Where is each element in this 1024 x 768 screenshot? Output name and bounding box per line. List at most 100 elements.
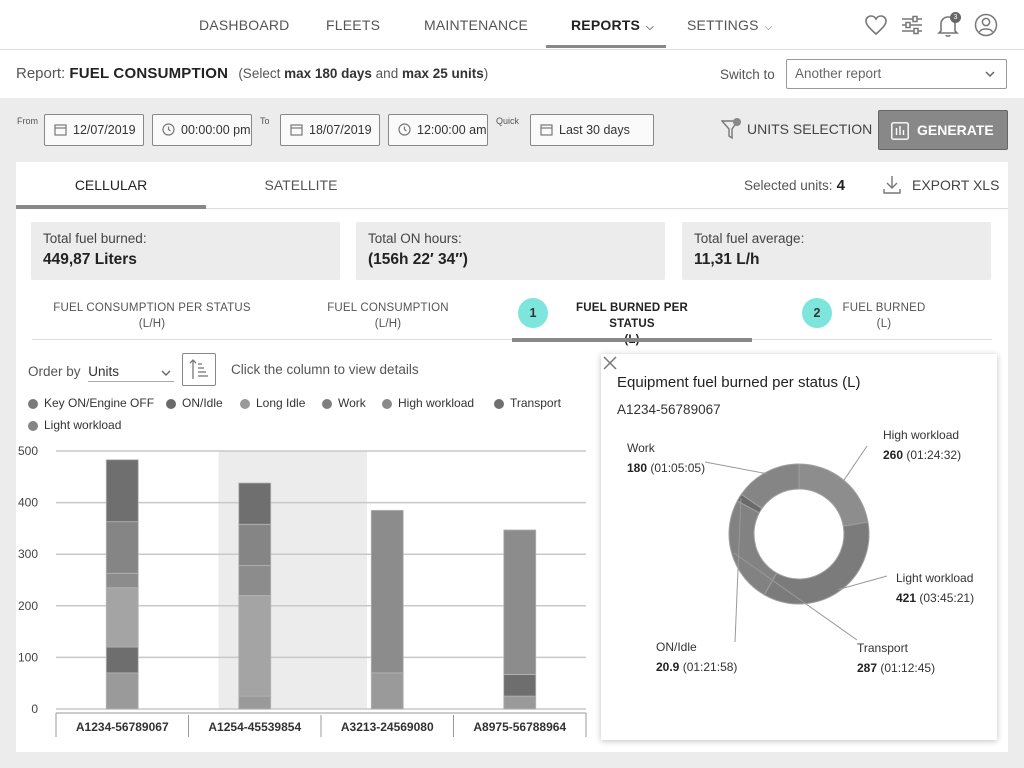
bar-segment[interactable]	[370, 509, 404, 674]
donut-slice	[763, 521, 870, 605]
legend-label: ON/Idle	[182, 396, 223, 410]
selected-units-count: 4	[836, 177, 845, 194]
legend-swatch	[240, 399, 250, 409]
bar-segment[interactable]	[105, 587, 139, 648]
legend-label: Transport	[510, 396, 561, 410]
tab-divider	[16, 208, 1008, 209]
bar-segment[interactable]	[370, 672, 404, 710]
bar-segment[interactable]	[105, 672, 139, 710]
bell-icon[interactable]	[935, 12, 961, 38]
legend-swatch	[28, 399, 38, 409]
bar-segment[interactable]	[238, 695, 272, 710]
stat-total-fuel-average: Total fuel average: 11,31 L/h	[682, 222, 991, 280]
bar-segment[interactable]	[503, 695, 537, 710]
y-tick-label: 400	[18, 496, 38, 510]
close-icon[interactable]	[601, 354, 619, 372]
legend-swatch	[382, 399, 392, 409]
bar-segment[interactable]	[105, 572, 139, 589]
order-by-select[interactable]: Units	[88, 364, 175, 382]
from-time-value: 00:00:00 pm	[181, 123, 251, 137]
tab-satellite[interactable]: SATELLITE	[264, 177, 338, 193]
annotation-value: 287 (01:12:45)	[857, 658, 935, 678]
bar-segment[interactable]	[238, 565, 272, 596]
donut-slice	[798, 463, 869, 527]
from-label: From	[17, 116, 38, 126]
export-label: EXPORT XLS	[912, 177, 1000, 193]
stacked-bar-chart: 0 100 200 300 400 500 A1234-56789067 A1254-4553…	[18, 444, 587, 737]
legend-item: Work	[322, 396, 366, 410]
bar-segment[interactable]	[503, 529, 537, 675]
switch-report-select[interactable]: Another report	[786, 59, 1007, 89]
donut-chart	[704, 445, 888, 643]
chevron-down-icon	[161, 370, 171, 376]
step-badge: 1	[518, 298, 548, 328]
annotation-amount: 20.9	[656, 660, 680, 674]
stat-value: 449,87 Liters	[43, 251, 137, 268]
annotation-label: High workload	[883, 428, 960, 442]
step-badge: 2	[802, 298, 832, 328]
chevron-down-icon	[985, 71, 995, 78]
clock-icon	[398, 123, 411, 136]
donut-annotation: High workload 260 (01:24:32)	[883, 425, 961, 465]
legend-label: High workload	[398, 396, 475, 410]
report-limits-note: (Select max 180 days and max 25 units)	[238, 66, 488, 81]
from-time-field[interactable]: 00:00:00 pm	[152, 114, 252, 146]
leader-line	[837, 575, 888, 591]
top-navigation: DASHBOARD FLEETS MAINTENANCE REPORTS ⌵ SE…	[0, 0, 1024, 50]
annotation-amount: 421	[896, 591, 917, 605]
subtab-title: FUEL CONSUMPTION PER STATUS	[53, 302, 251, 314]
donut-annotation: Light workload 421 (03:45:21)	[896, 568, 974, 608]
bar-segment[interactable]	[105, 521, 139, 574]
to-date-field[interactable]: 18/07/2019	[280, 114, 380, 146]
nav-settings[interactable]: SETTINGS ⌵	[687, 0, 772, 50]
bar-segment[interactable]	[238, 595, 272, 697]
stat-value: 11,31 L/h	[694, 251, 760, 268]
subtab-unit: (L/H)	[138, 318, 166, 330]
donut-annotation: ON/Idle 20.9 (01:21:58)	[656, 637, 737, 677]
legend-item: ON/Idle	[166, 396, 223, 410]
active-tab-indicator	[16, 205, 206, 209]
user-icon[interactable]	[973, 12, 999, 38]
export-xls-button[interactable]: EXPORT XLS	[882, 176, 1000, 194]
sort-button[interactable]	[182, 353, 216, 386]
nav-reports[interactable]: REPORTS ⌵	[571, 0, 654, 50]
bar-segment[interactable]	[105, 646, 139, 674]
nav-reports-label: REPORTS	[571, 17, 641, 33]
legend-label: Work	[338, 396, 366, 410]
subtab-fuel-burned[interactable]: FUEL BURNED (L)	[834, 300, 934, 332]
x-tick-label: A1254-45539854	[208, 720, 301, 734]
bar-segment[interactable]	[105, 459, 139, 523]
to-time-field[interactable]: 12:00:00 am	[388, 114, 488, 146]
donut-annotation: Work 180 (01:05:05)	[627, 438, 705, 478]
subtab-fuel-consumption[interactable]: FUEL CONSUMPTION (L/H)	[316, 300, 460, 332]
legend-swatch	[166, 399, 176, 409]
quick-label: Quick	[496, 116, 520, 126]
quick-range-field[interactable]: Last 30 days	[530, 114, 654, 146]
nav-maintenance[interactable]: MAINTENANCE	[424, 17, 529, 33]
nav-fleets[interactable]: FLEETS	[326, 17, 381, 33]
subtab-fuel-consumption-per-status[interactable]: FUEL CONSUMPTION PER STATUS (L/H)	[46, 300, 258, 332]
selected-units-label: Selected units:	[744, 178, 833, 193]
calendar-icon	[290, 124, 303, 136]
sliders-icon[interactable]	[899, 12, 925, 38]
selected-units: Selected units: 4	[744, 177, 845, 194]
subtab-title: FUEL CONSUMPTION	[327, 302, 449, 314]
nav-dashboard[interactable]: DASHBOARD	[199, 17, 290, 33]
generate-button[interactable]: GENERATE	[878, 110, 1008, 150]
tab-cellular[interactable]: CELLULAR	[74, 177, 148, 193]
heart-icon[interactable]	[863, 12, 889, 38]
stat-value: (156h 22′ 34″)	[368, 251, 468, 268]
bar-segment[interactable]	[238, 523, 272, 566]
note-units: max 25 units	[401, 66, 484, 81]
from-date-field[interactable]: 12/07/2019	[44, 114, 144, 146]
subtab-unit: (L)	[876, 318, 892, 330]
y-tick-label: 200	[18, 599, 38, 613]
order-by-value: Units	[88, 364, 120, 379]
units-selection-button[interactable]: UNITS SELECTION	[721, 117, 872, 141]
switch-report-value: Another report	[795, 66, 882, 81]
bar-segment[interactable]	[238, 482, 272, 525]
annotation-time: (01:12:45)	[880, 661, 936, 675]
bar-segment[interactable]	[503, 674, 537, 697]
annotation-amount: 260	[883, 448, 904, 462]
chevron-down-icon: ⌵	[764, 22, 773, 33]
